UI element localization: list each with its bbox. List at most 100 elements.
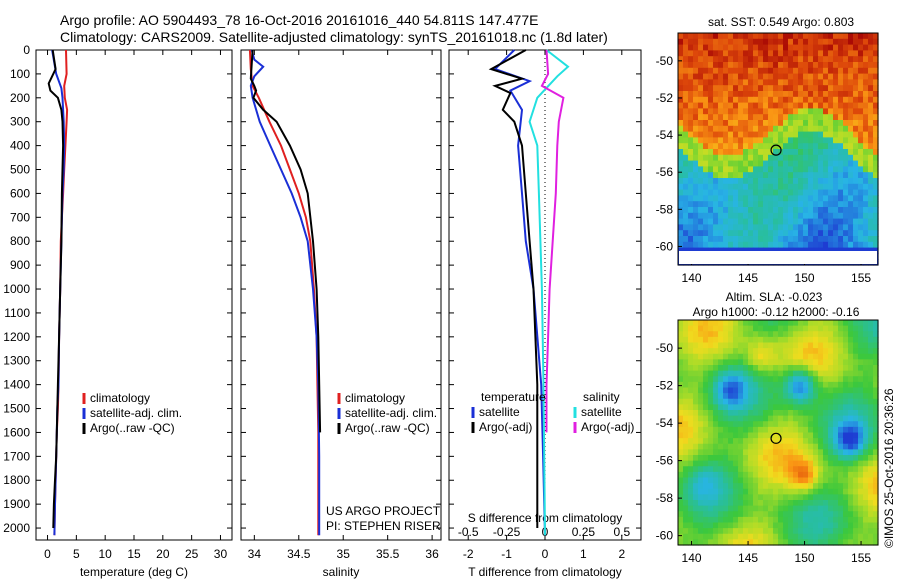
map-cell — [783, 342, 789, 349]
map-cell — [688, 359, 694, 366]
map-cell — [733, 488, 739, 495]
map-cell — [798, 79, 804, 86]
map-cell — [763, 125, 769, 133]
map-cell — [733, 131, 739, 138]
map-cell — [838, 483, 844, 490]
map-cell — [823, 348, 829, 355]
map-cell — [838, 381, 844, 389]
map-cell — [848, 393, 854, 400]
map-cell — [748, 376, 754, 383]
x-tick-label-difference: 2 — [618, 547, 625, 561]
map-cell — [863, 56, 869, 63]
map-cell — [803, 201, 809, 208]
map-cell — [813, 241, 819, 249]
map-cell — [758, 172, 764, 179]
map-cell — [753, 50, 759, 57]
map-cell — [793, 505, 799, 512]
map-cell — [743, 137, 749, 144]
map-cell — [698, 189, 704, 196]
map-cell — [798, 505, 804, 512]
map-cell — [738, 201, 744, 208]
map-cell — [758, 438, 764, 445]
map-cell — [683, 488, 689, 495]
map-cell — [863, 381, 869, 389]
map-cell — [683, 79, 689, 86]
map-cell — [818, 183, 824, 191]
map-cell — [758, 166, 764, 173]
map-cell — [708, 230, 714, 237]
map-cell — [793, 224, 799, 231]
map-cell — [748, 166, 754, 173]
map-cell — [858, 488, 864, 495]
map-cell — [803, 533, 809, 540]
map-cell — [853, 38, 859, 46]
map-cell — [803, 398, 809, 405]
map-cell — [768, 404, 774, 411]
map-cell — [858, 224, 864, 231]
map-cell — [818, 488, 824, 495]
map-cell — [798, 376, 804, 383]
map-cell — [698, 44, 704, 51]
depth-tick-label: 500 — [10, 163, 30, 177]
argo-float-marker — [770, 144, 782, 156]
map-cell — [763, 33, 769, 40]
map-cell — [748, 381, 754, 389]
map-cell — [718, 376, 724, 383]
map-cell — [698, 460, 704, 467]
map-cell — [708, 131, 714, 138]
map-cell — [813, 483, 819, 490]
map-cell — [728, 432, 734, 439]
map-cell — [793, 166, 799, 173]
map-cell — [793, 460, 799, 467]
map-cell — [798, 336, 804, 344]
map-cell — [703, 432, 709, 439]
map-cell — [763, 91, 769, 98]
map-cell — [713, 483, 719, 490]
map-cell — [713, 241, 719, 249]
map-cell — [808, 533, 814, 540]
map-cell — [728, 393, 734, 400]
map-cell — [798, 224, 804, 231]
map-cell — [823, 528, 829, 535]
map-cell — [793, 516, 799, 524]
map-cell — [793, 143, 799, 150]
map-cell — [838, 500, 844, 507]
map-cell — [788, 230, 794, 237]
map-cell — [868, 102, 874, 109]
map-cell — [678, 85, 684, 92]
map-cell — [693, 125, 699, 133]
map-cell — [848, 353, 854, 360]
map-cell — [848, 533, 854, 540]
map-cell — [698, 114, 704, 121]
map-cell — [783, 393, 789, 400]
map-cell — [848, 102, 854, 109]
map-cell — [693, 131, 699, 138]
map-cell — [763, 230, 769, 237]
map-cell — [758, 224, 764, 231]
map-cell — [873, 421, 879, 428]
map-cell — [873, 460, 879, 467]
map-cell — [858, 154, 864, 162]
map-frame-sst_map — [677, 32, 879, 266]
map-cell — [708, 325, 714, 332]
map-cell — [843, 426, 849, 434]
map-cell — [778, 500, 784, 507]
map-cell — [713, 247, 719, 254]
map-cell — [733, 125, 739, 133]
map-cell — [688, 143, 694, 150]
map-cell — [718, 212, 724, 220]
map-cell — [728, 511, 734, 518]
map-cell — [838, 85, 844, 92]
map-cell — [748, 131, 754, 138]
map-cell — [813, 50, 819, 57]
map-cell — [868, 38, 874, 46]
map-cell — [703, 336, 709, 344]
map-cell — [708, 449, 714, 456]
map-cell — [733, 85, 739, 92]
map-cell — [803, 50, 809, 57]
map-cell — [843, 44, 849, 51]
map-cell — [723, 172, 729, 179]
map-cell — [718, 348, 724, 355]
map-cell — [783, 376, 789, 383]
